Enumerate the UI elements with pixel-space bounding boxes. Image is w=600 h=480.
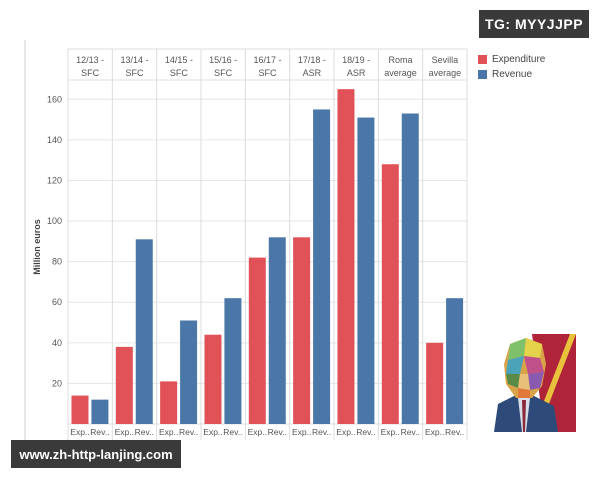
y-tick-label: 60 bbox=[52, 297, 62, 307]
category-header-label: SFC bbox=[214, 68, 233, 78]
legend-swatch-expenditure bbox=[478, 55, 487, 64]
legend: Expenditure Revenue bbox=[478, 52, 545, 82]
bar-revenue bbox=[268, 237, 286, 424]
y-axis-title: Million euros bbox=[32, 219, 42, 275]
bar-expenditure bbox=[115, 346, 133, 424]
bar-expenditure bbox=[381, 164, 399, 424]
category-header-label: Sevilla bbox=[432, 55, 459, 65]
category-header-label: 15/16 - bbox=[209, 55, 237, 65]
bar-expenditure bbox=[426, 342, 444, 424]
bar-x-label: Rev.. bbox=[356, 427, 375, 437]
category-header-label: 16/17 - bbox=[253, 55, 281, 65]
bars bbox=[71, 89, 464, 425]
legend-item-expenditure: Expenditure bbox=[478, 52, 545, 67]
category-header-label: SFC bbox=[259, 68, 278, 78]
y-axis: 20 40 60 80 100 120 140 160 bbox=[24, 40, 62, 440]
bar-revenue bbox=[401, 113, 419, 424]
y-tick-label: 20 bbox=[52, 378, 62, 388]
bar-revenue bbox=[446, 298, 464, 424]
category-header-label: SFC bbox=[81, 68, 100, 78]
category-header-label: average bbox=[384, 68, 417, 78]
bar-x-label: Rev.. bbox=[135, 427, 154, 437]
bar-x-label: Exp.. bbox=[203, 427, 222, 437]
bar-x-label: Exp.. bbox=[70, 427, 89, 437]
category-header-label: 13/14 - bbox=[120, 55, 148, 65]
bar-x-label: Rev.. bbox=[401, 427, 420, 437]
category-header-label: 14/15 - bbox=[165, 55, 193, 65]
watermark-url: www.zh-http-lanjing.com bbox=[11, 440, 181, 468]
category-header-label: 18/19 - bbox=[342, 55, 370, 65]
bar-x-label: Exp.. bbox=[159, 427, 178, 437]
y-tick-label: 160 bbox=[47, 94, 62, 104]
category-header-label: 12/13 - bbox=[76, 55, 104, 65]
bar-revenue bbox=[180, 320, 198, 424]
bar-expenditure bbox=[204, 334, 222, 424]
bar-x-label: Rev.. bbox=[312, 427, 331, 437]
bar-expenditure bbox=[293, 237, 311, 424]
legend-swatch-revenue bbox=[478, 70, 487, 79]
bar-x-label: Exp.. bbox=[248, 427, 267, 437]
bar-x-label: Exp.. bbox=[336, 427, 355, 437]
bar-x-label: Rev.. bbox=[90, 427, 109, 437]
category-header-label: ASR bbox=[347, 68, 366, 78]
bar-x-label: Rev.. bbox=[179, 427, 198, 437]
bar-x-label: Exp.. bbox=[292, 427, 311, 437]
category-header-label: average bbox=[429, 68, 462, 78]
y-tick-label: 100 bbox=[47, 216, 62, 226]
bar-revenue bbox=[313, 109, 331, 425]
category-header-label: ASR bbox=[303, 68, 322, 78]
y-tick-label: 40 bbox=[52, 338, 62, 348]
category-header-label: SFC bbox=[126, 68, 145, 78]
legend-item-revenue: Revenue bbox=[478, 67, 545, 82]
category-header-label: SFC bbox=[170, 68, 189, 78]
bar-x-label: Rev.. bbox=[445, 427, 464, 437]
bar-revenue bbox=[91, 399, 109, 424]
bar-x-label: Rev.. bbox=[268, 427, 287, 437]
y-tick-label: 80 bbox=[52, 257, 62, 267]
legend-label-revenue: Revenue bbox=[492, 69, 533, 80]
pop-art-portrait-icon bbox=[494, 334, 576, 432]
bar-expenditure bbox=[337, 89, 355, 424]
grid bbox=[68, 98, 467, 384]
bar-revenue bbox=[224, 298, 242, 424]
category-header-label: 17/18 - bbox=[298, 55, 326, 65]
bar-expenditure bbox=[248, 257, 266, 424]
bar-x-label: Exp.. bbox=[425, 427, 444, 437]
legend-label-expenditure: Expenditure bbox=[492, 54, 546, 65]
watermark-tag: TG: MYYJJPP bbox=[479, 10, 589, 38]
bar-revenue bbox=[357, 117, 375, 424]
y-tick-label: 140 bbox=[47, 135, 62, 145]
bar-expenditure bbox=[160, 381, 178, 424]
bar-revenue bbox=[135, 239, 153, 424]
category-header-label: Roma bbox=[388, 55, 412, 65]
bar-x-label: Rev.. bbox=[223, 427, 242, 437]
bar-x-label: Exp.. bbox=[115, 427, 134, 437]
bar-x-label: Exp.. bbox=[381, 427, 400, 437]
bar-expenditure bbox=[71, 395, 89, 424]
y-tick-label: 120 bbox=[47, 175, 62, 185]
